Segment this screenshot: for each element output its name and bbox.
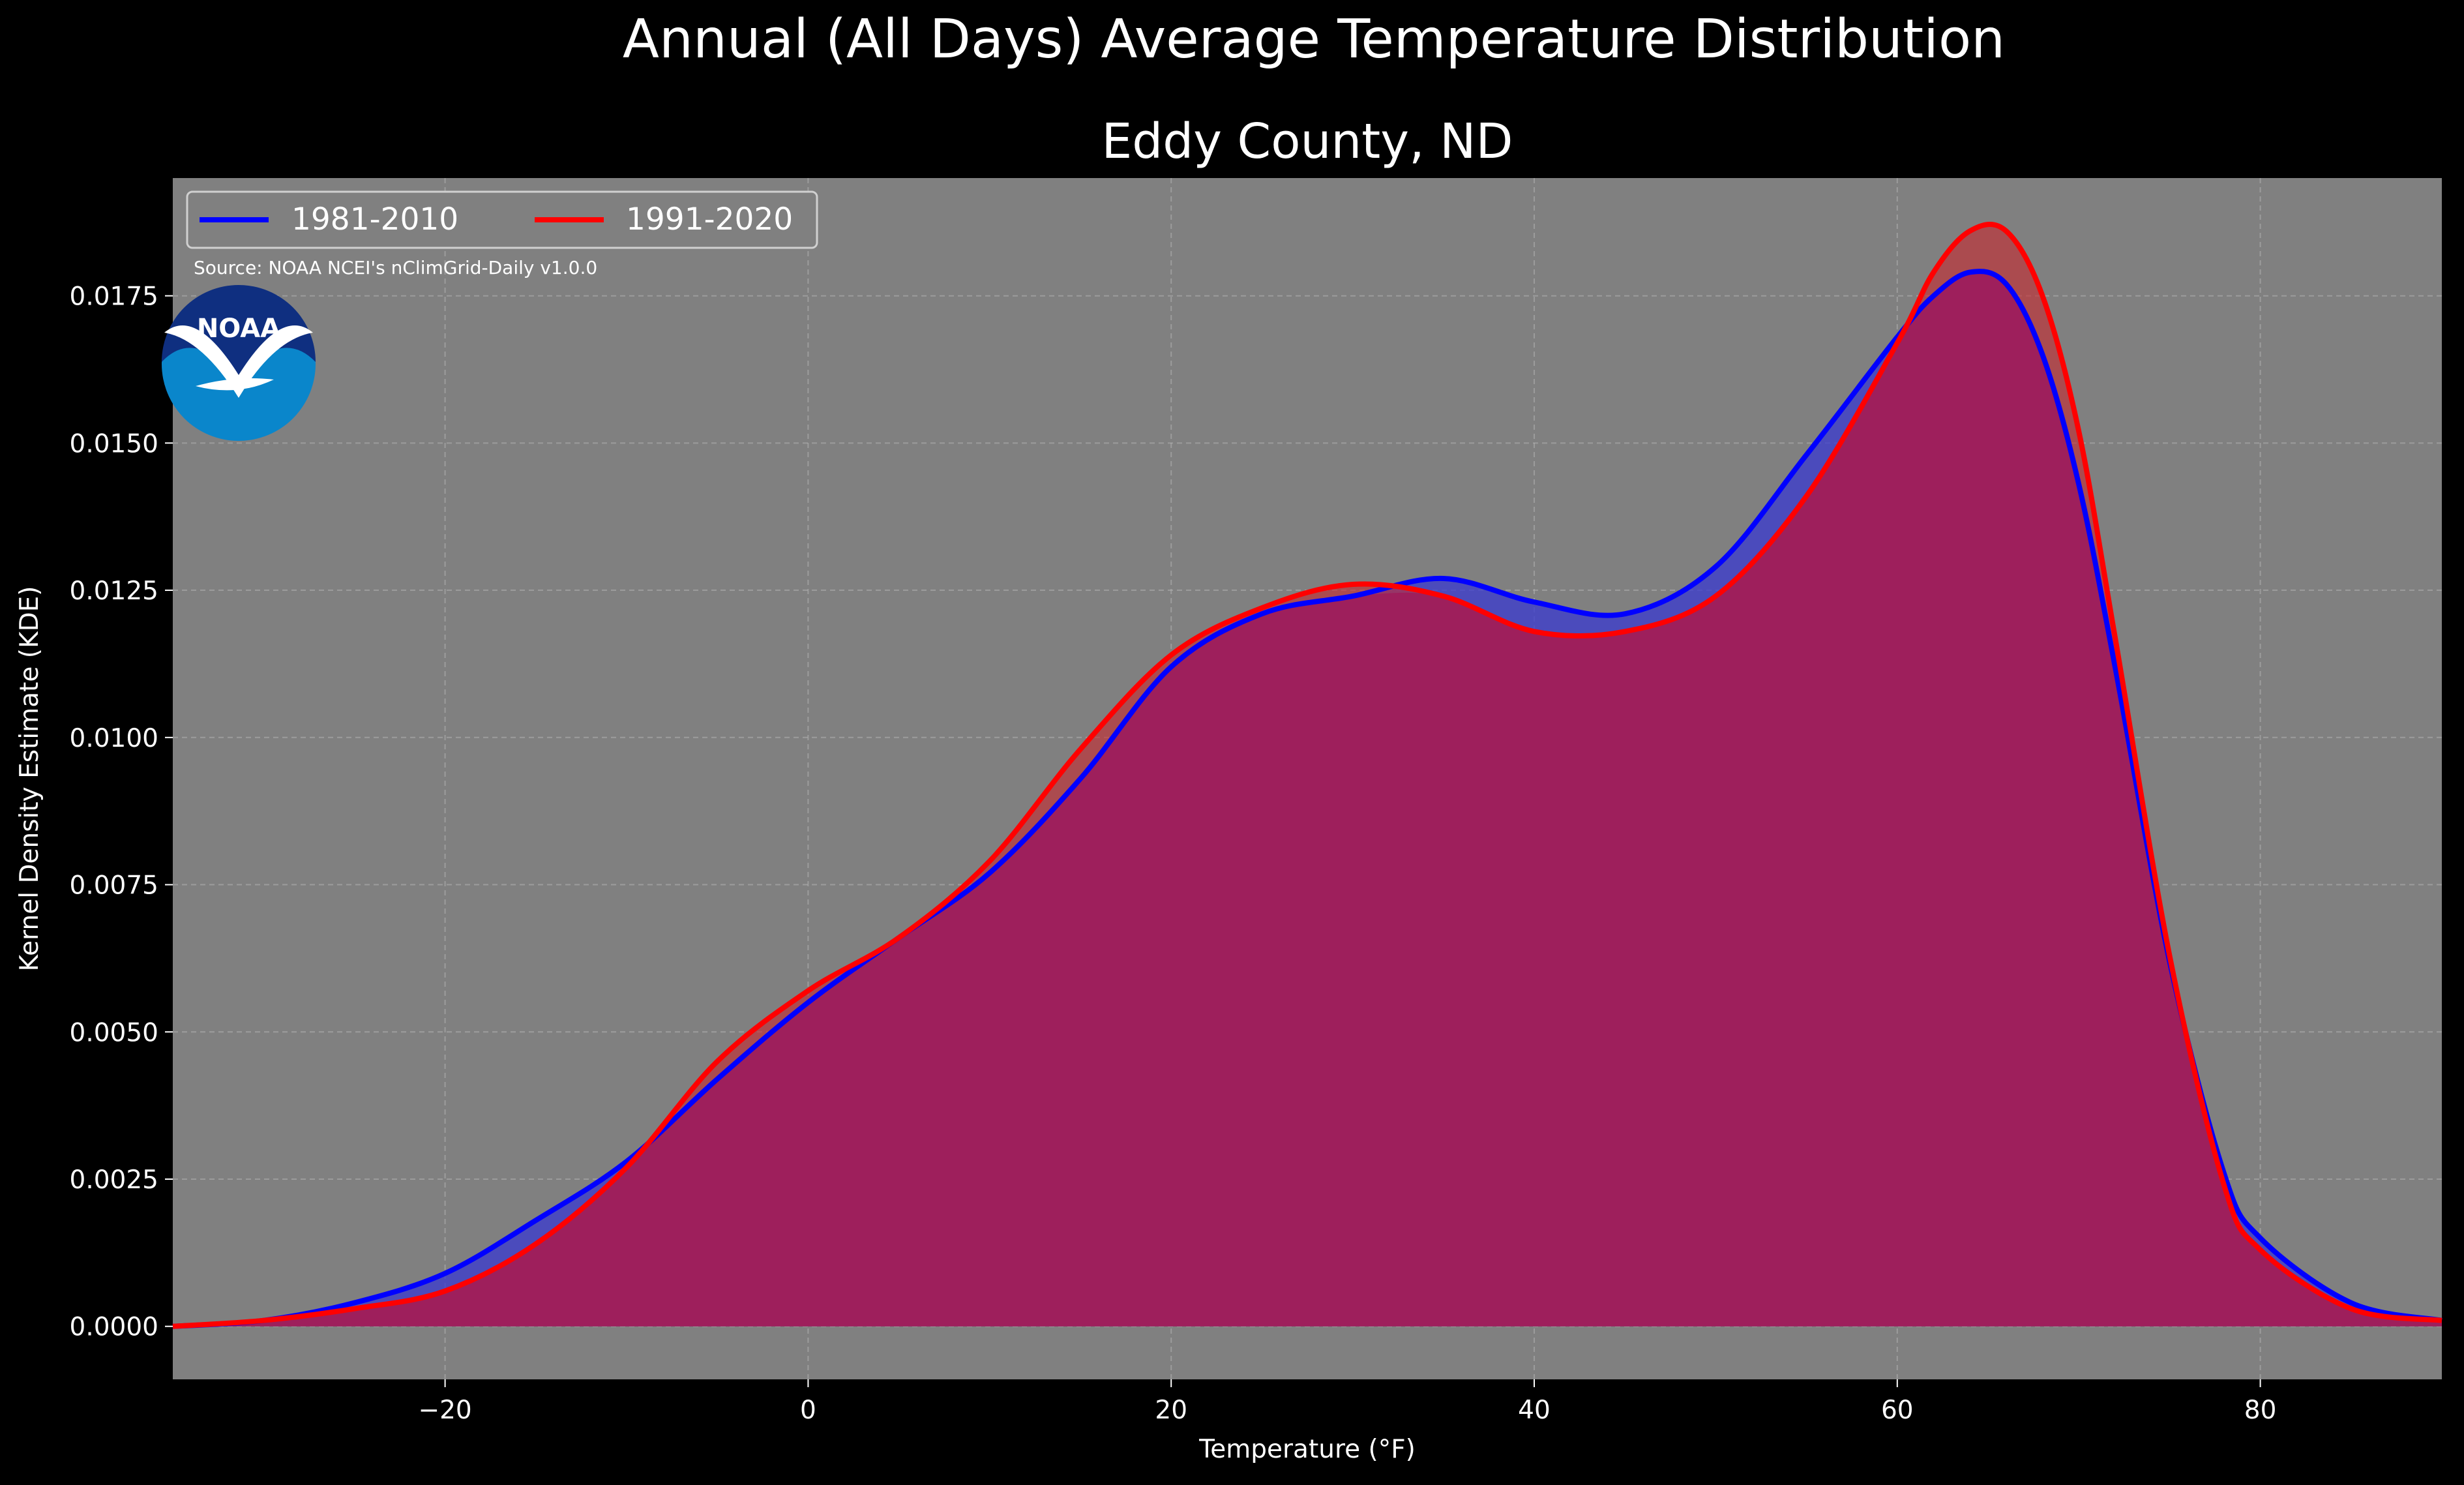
y-tick-label: 0.0100	[70, 724, 158, 753]
svg-text:NOAA: NOAA	[197, 314, 280, 344]
x-tick-label: 0	[800, 1396, 816, 1425]
x-axis-ticks: −20 0 20 40 60 80	[418, 1379, 2276, 1425]
y-axis-ticks: 0.0000 0.0025 0.0050 0.0075 0.0100 0.0125 0.01…	[70, 282, 173, 1342]
y-tick-label: 0.0025	[70, 1165, 158, 1195]
y-tick-label: 0.0000	[70, 1313, 158, 1342]
y-tick-label: 0.0075	[70, 871, 158, 901]
series-lines	[172, 221, 2442, 1329]
y-tick-label: 0.0050	[70, 1018, 158, 1047]
x-tick-label: 20	[1155, 1396, 1187, 1425]
legend-label-1991-2020: 1991-2020	[626, 202, 793, 237]
chart-subtitle: Eddy County, ND	[1102, 113, 1513, 170]
x-tick-label: 80	[2244, 1396, 2277, 1425]
y-axis-label: Kernel Density Estimate (KDE)	[15, 586, 44, 972]
noaa-logo: NOAA	[162, 285, 316, 441]
source-note: Source: NOAA NCEI's nClimGrid-Daily v1.0…	[194, 257, 597, 278]
series-line-1991-2020	[172, 221, 2442, 1329]
x-axis-label: Temperature (°F)	[1198, 1435, 1416, 1464]
x-tick-label: 60	[1881, 1396, 1914, 1425]
x-tick-label: 40	[1518, 1396, 1551, 1425]
y-tick-label: 0.0125	[70, 577, 158, 606]
y-tick-label: 0.0150	[70, 429, 158, 458]
legend-box	[186, 190, 818, 249]
chart-title: Annual (All Days) Average Temperature Di…	[623, 8, 2005, 70]
y-tick-label: 0.0175	[70, 282, 158, 312]
legend-label-1981-2010: 1981-2010	[291, 202, 458, 237]
legend: 1981-2010 1991-2020	[186, 190, 818, 249]
x-tick-label: −20	[418, 1396, 471, 1425]
